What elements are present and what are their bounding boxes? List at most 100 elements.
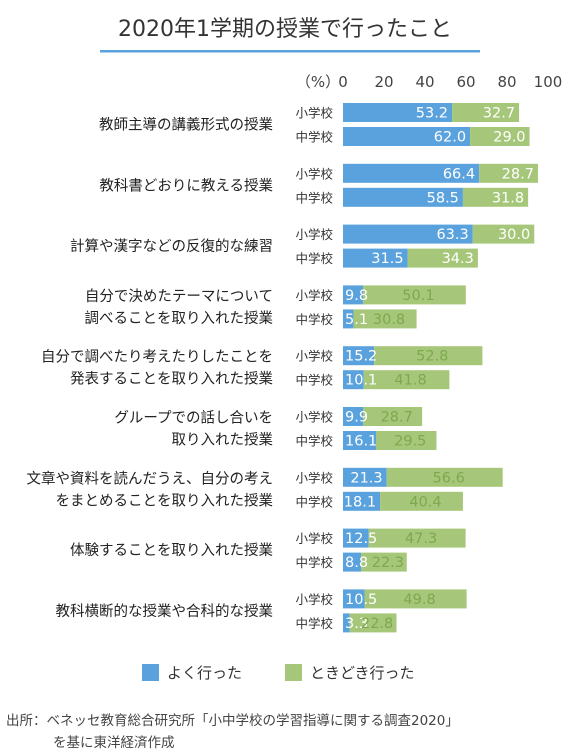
bar-often xyxy=(343,127,471,146)
school-label: 中学校 xyxy=(295,312,333,327)
item-group: 教科書どおりに教える授業 小学校 66.4 28.7 中学校 58.5 31.8 xyxy=(99,163,538,207)
school-label: 小学校 xyxy=(295,166,333,181)
value-label-sometimes: 50.1 xyxy=(402,288,434,304)
x-tick-label: 40 xyxy=(415,73,434,91)
bar-sometimes xyxy=(407,248,478,268)
value-label-often: 3.3 xyxy=(345,616,368,632)
value-label-sometimes: 56.6 xyxy=(433,470,465,486)
bar-often xyxy=(343,407,364,426)
school-label: 小学校 xyxy=(295,410,333,425)
item-group: 計算や漢字などの反復的な練習 小学校 63.3 30.0 中学校 31.5 34.3 xyxy=(70,224,535,268)
item-label: をまとめることを取り入れた授業 xyxy=(56,492,274,509)
value-label-often: 5.1 xyxy=(345,312,368,328)
bar-often xyxy=(343,248,408,268)
bar-often xyxy=(343,163,480,183)
value-label-sometimes: 49.8 xyxy=(403,592,435,608)
value-label-sometimes: 30.0 xyxy=(498,227,530,243)
item-label: 教師主導の講義形式の授業 xyxy=(99,117,273,134)
item-label: 文章や資料を読んだうえ、自分の考え xyxy=(27,469,274,487)
value-label-often: 9.8 xyxy=(345,288,368,304)
value-label-sometimes: 52.8 xyxy=(416,349,448,365)
x-tick-label: 100 xyxy=(534,73,563,91)
item-label: 教科書どおりに教える授業 xyxy=(99,177,273,194)
value-label-sometimes: 30.8 xyxy=(373,312,405,328)
school-label: 小学校 xyxy=(295,227,333,242)
legend: よく行った ときどき行った xyxy=(142,664,415,682)
bar-sometimes xyxy=(452,103,520,122)
value-label-sometimes: 40.4 xyxy=(409,494,441,510)
value-label-often: 12.5 xyxy=(345,531,377,547)
value-label-often: 66.4 xyxy=(443,166,475,182)
legend-label-often: よく行った xyxy=(167,664,242,682)
bar-often xyxy=(343,187,463,207)
school-label: 小学校 xyxy=(295,106,333,121)
bar-often xyxy=(343,224,473,244)
legend-label-sometimes: ときどき行った xyxy=(310,664,415,682)
value-label-sometimes: 41.8 xyxy=(394,373,426,389)
bar-sometimes xyxy=(380,491,463,511)
value-label-sometimes: 47.3 xyxy=(405,531,437,547)
item-label: 計算や漢字などの反復的な練習 xyxy=(70,238,273,255)
value-label-often: 15.2 xyxy=(345,349,377,365)
school-label: 小学校 xyxy=(295,531,333,546)
school-label: 中学校 xyxy=(295,251,333,266)
value-label-often: 31.5 xyxy=(371,251,403,267)
value-label-often: 63.3 xyxy=(436,227,468,243)
item-label: 体験することを取り入れた授業 xyxy=(70,542,273,559)
bar-often xyxy=(343,467,387,487)
school-label: 小学校 xyxy=(295,288,333,303)
item-label: グループでの話し合いを xyxy=(114,410,273,427)
school-label: 中学校 xyxy=(295,190,333,205)
item-group: 体験することを取り入れた授業 小学校 12.5 47.3 中学校 8.8 22.3 xyxy=(70,528,466,572)
x-tick-label: 0 xyxy=(338,73,348,91)
value-label-sometimes: 22.8 xyxy=(361,616,393,632)
source-line: を基に東洋経済作成 xyxy=(53,734,175,751)
legend-swatch-often xyxy=(142,664,159,681)
value-label-often: 8.8 xyxy=(345,555,368,571)
value-label-often: 9.9 xyxy=(345,410,368,426)
school-label: 中学校 xyxy=(295,616,333,631)
chart-title: 2020年1学期の授業で行ったこと xyxy=(118,17,452,42)
value-label-sometimes: 32.7 xyxy=(483,106,515,122)
item-label: 発表することを取り入れた授業 xyxy=(70,371,273,388)
bar-sometimes xyxy=(364,589,467,609)
item-group: 教科横断的な授業や合科的な授業 小学校 10.5 49.8 中学校 3.322.8 xyxy=(56,589,467,633)
value-label-often: 18.1 xyxy=(344,494,376,510)
bar-often xyxy=(343,589,365,609)
bar-often xyxy=(343,613,350,633)
value-label-sometimes: 29.5 xyxy=(394,434,426,450)
school-label: 中学校 xyxy=(295,434,333,449)
value-label-sometimes: 28.7 xyxy=(381,410,413,426)
bar-sometimes xyxy=(386,467,503,487)
bar-sometimes xyxy=(462,187,529,207)
school-label: 中学校 xyxy=(295,494,333,509)
bar-sometimes xyxy=(363,370,450,390)
legend-swatch-sometimes xyxy=(285,664,302,681)
item-label: 自分で決めたテーマについて xyxy=(85,288,273,305)
bar-sometimes xyxy=(363,285,466,305)
value-label-sometimes: 28.7 xyxy=(502,166,534,182)
bar-often xyxy=(343,491,381,511)
value-label-sometimes: 31.8 xyxy=(492,190,524,206)
bar-often xyxy=(343,285,364,305)
x-tick-label: 20 xyxy=(374,73,393,91)
source-note: 出所：ベネッセ教育総合研究所「小中学校の学習指導に関する調査2020」を基に東洋… xyxy=(6,712,459,751)
bar-sometimes xyxy=(361,552,407,572)
bar-sometimes xyxy=(353,309,417,329)
value-label-often: 10.1 xyxy=(345,373,377,389)
value-label-sometimes: 29.0 xyxy=(493,130,525,146)
bar-sometimes xyxy=(349,613,397,633)
bar-sometimes xyxy=(368,528,466,548)
bar-sometimes xyxy=(470,127,530,146)
item-label: 自分で調べたり考えたりしたことを xyxy=(41,349,273,366)
bar-sometimes xyxy=(479,163,538,183)
source-line: 出所：ベネッセ教育総合研究所「小中学校の学習指導に関する調査2020」 xyxy=(6,712,459,729)
bar-sometimes xyxy=(376,431,437,450)
value-label-often: 53.2 xyxy=(416,106,448,122)
